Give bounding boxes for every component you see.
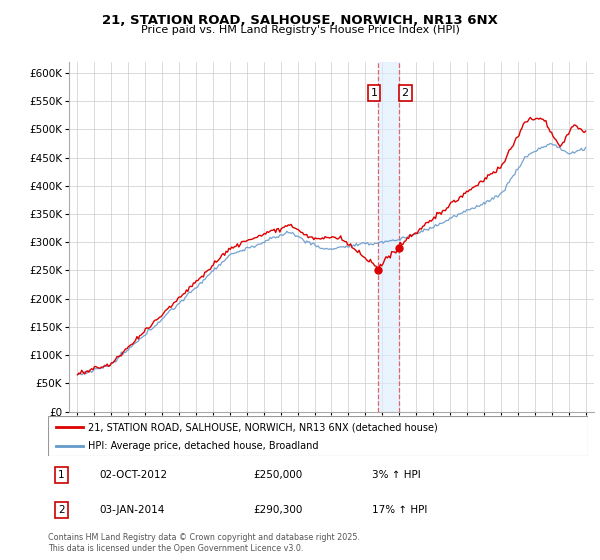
Text: 1: 1: [370, 88, 377, 98]
Text: 17% ↑ HPI: 17% ↑ HPI: [372, 505, 427, 515]
Text: 21, STATION ROAD, SALHOUSE, NORWICH, NR13 6NX: 21, STATION ROAD, SALHOUSE, NORWICH, NR1…: [102, 14, 498, 27]
Text: £250,000: £250,000: [253, 470, 302, 479]
Text: 3% ↑ HPI: 3% ↑ HPI: [372, 470, 421, 479]
FancyBboxPatch shape: [48, 416, 588, 456]
Text: 02-OCT-2012: 02-OCT-2012: [100, 470, 167, 479]
Text: Contains HM Land Registry data © Crown copyright and database right 2025.
This d: Contains HM Land Registry data © Crown c…: [48, 533, 360, 553]
Bar: [378, 62, 399, 412]
Text: 03-JAN-2014: 03-JAN-2014: [100, 505, 164, 515]
Text: 21, STATION ROAD, SALHOUSE, NORWICH, NR13 6NX (detached house): 21, STATION ROAD, SALHOUSE, NORWICH, NR1…: [89, 422, 438, 432]
Text: £290,300: £290,300: [253, 505, 302, 515]
Text: 2: 2: [401, 88, 409, 98]
Text: 1: 1: [58, 470, 65, 479]
Text: HPI: Average price, detached house, Broadland: HPI: Average price, detached house, Broa…: [89, 441, 319, 451]
Text: 2: 2: [58, 505, 65, 515]
Text: Price paid vs. HM Land Registry's House Price Index (HPI): Price paid vs. HM Land Registry's House …: [140, 25, 460, 35]
